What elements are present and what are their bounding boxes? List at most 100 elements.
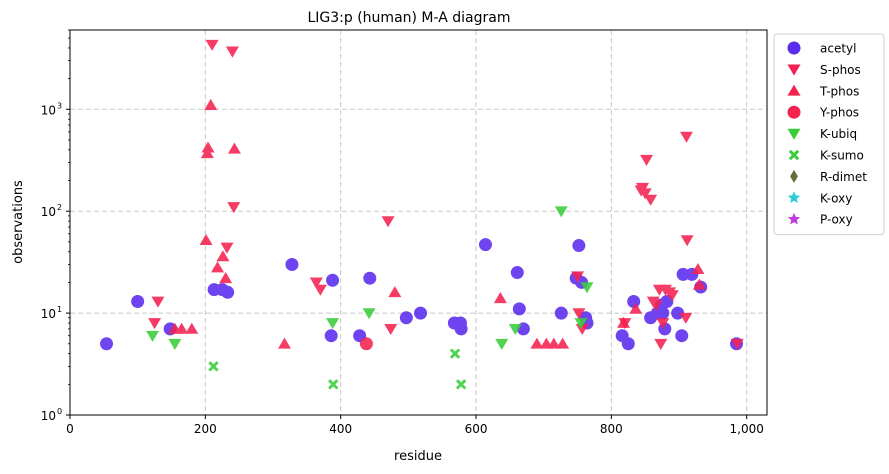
data-points (100, 39, 744, 390)
data-point-T-phos (227, 142, 241, 154)
x-tick-label: 800 (600, 422, 623, 436)
data-point-acetyl (554, 306, 568, 320)
data-point-K-sumo (208, 361, 219, 372)
legend: acetyl S-phos T-phos Y-phos K-ubiq K-sumo R-di… (773, 33, 885, 236)
data-point-T-phos (530, 337, 544, 349)
series-K-ubiq (146, 206, 594, 350)
legend-frame (773, 33, 885, 236)
data-point-T-phos (175, 322, 189, 334)
data-point-S-phos (730, 338, 744, 350)
data-point-T-phos (201, 141, 215, 153)
legend-marker-K-ubiq (787, 128, 801, 140)
data-point-T-phos (204, 98, 218, 110)
legend-label-acetyl: acetyl (820, 42, 856, 56)
data-point-S-phos (679, 312, 693, 324)
data-point-S-phos (220, 242, 234, 254)
y-tick-label: 10 (41, 103, 56, 117)
data-point-K-ubiq (326, 318, 340, 330)
data-point-T-phos (199, 233, 213, 246)
data-point-S-phos (151, 296, 165, 308)
series-K-sumo (208, 348, 467, 390)
data-point-acetyl (671, 306, 685, 320)
plot-frame (69, 29, 768, 416)
legend-marker-S-phos (787, 64, 801, 76)
x-tick-label: 200 (194, 422, 217, 436)
data-point-S-phos (225, 46, 239, 58)
y-tick-exponent: 1 (57, 305, 62, 314)
data-point-acetyl (478, 238, 492, 252)
data-point-acetyl (363, 271, 377, 285)
legend-label-K-sumo: K-sumo (820, 149, 864, 163)
data-point-acetyl (675, 329, 689, 343)
data-point-T-phos (200, 147, 214, 159)
x-tick-label: 600 (465, 422, 488, 436)
data-point-S-phos (635, 182, 649, 194)
data-point-acetyl (399, 311, 413, 325)
legend-label-R-dimet: R-dimet (820, 170, 867, 184)
data-point-S-phos (227, 202, 241, 214)
data-point-T-phos (629, 302, 643, 314)
data-point-acetyl (326, 273, 340, 287)
data-point-T-phos (493, 292, 507, 304)
series-T-phos (168, 98, 706, 349)
legend-marker-T-phos (787, 84, 801, 96)
data-point-T-phos (211, 261, 225, 273)
data-point-S-phos (205, 39, 219, 51)
data-point-T-phos (617, 316, 631, 328)
y-tick-label: 10 (41, 307, 56, 321)
legend-label-S-phos: S-phos (820, 63, 861, 77)
data-point-K-ubiq (574, 318, 588, 330)
data-point-acetyl (656, 306, 670, 320)
legend-label-K-oxy: K-oxy (820, 191, 852, 205)
x-tick-label: 400 (329, 422, 352, 436)
data-point-T-phos (556, 337, 570, 349)
legend-marker-K-oxy (787, 191, 801, 204)
data-point-T-phos (185, 322, 199, 334)
data-point-K-sumo (328, 379, 339, 390)
series-Y-phos (359, 337, 373, 351)
data-point-K-sumo (455, 379, 467, 390)
data-point-S-phos (309, 277, 323, 289)
y-tick-exponent: 0 (57, 407, 62, 416)
data-point-Y-phos (359, 337, 373, 351)
data-point-acetyl (285, 257, 299, 271)
x-tick-label: 0 (66, 422, 74, 436)
data-point-K-ubiq (508, 324, 522, 336)
data-point-S-phos (656, 318, 670, 330)
data-point-S-phos (572, 308, 586, 320)
data-point-S-phos (313, 284, 327, 296)
data-point-T-phos (219, 272, 233, 284)
x-axis-ticks: 0 200 400 600 800 1,000 (66, 415, 764, 436)
x-axis-label: residue (394, 449, 442, 464)
data-point-acetyl (572, 239, 586, 253)
data-point-S-phos (571, 271, 585, 283)
data-point-S-phos (644, 194, 658, 206)
data-point-acetyl (512, 302, 526, 316)
legend-label-T-phos: T-phos (819, 84, 859, 98)
data-point-S-phos (665, 290, 679, 302)
data-point-K-ubiq (168, 338, 182, 350)
y-tick-label: 10 (41, 409, 56, 423)
chart-title: LIG3:p (human) M-A diagram (307, 10, 510, 26)
data-point-acetyl (454, 322, 468, 336)
data-point-acetyl (627, 294, 641, 308)
data-point-acetyl (221, 285, 235, 299)
data-point-S-phos (638, 188, 652, 200)
data-point-S-phos (679, 131, 693, 143)
y-axis-label: observations (11, 180, 26, 264)
data-point-acetyl (510, 266, 524, 280)
data-point-S-phos (680, 235, 694, 247)
y-tick-exponent: 2 (57, 203, 62, 212)
data-point-acetyl (324, 329, 338, 343)
data-point-S-phos (575, 324, 589, 336)
legend-marker-K-sumo (788, 149, 800, 161)
data-point-S-phos (654, 338, 668, 350)
data-point-S-phos (384, 324, 398, 336)
data-point-T-phos (691, 262, 705, 275)
legend-marker-R-dimet (790, 169, 798, 183)
data-point-acetyl (660, 294, 674, 308)
data-point-S-phos (649, 300, 663, 312)
gridlines (70, 30, 767, 415)
data-point-S-phos (381, 216, 395, 228)
